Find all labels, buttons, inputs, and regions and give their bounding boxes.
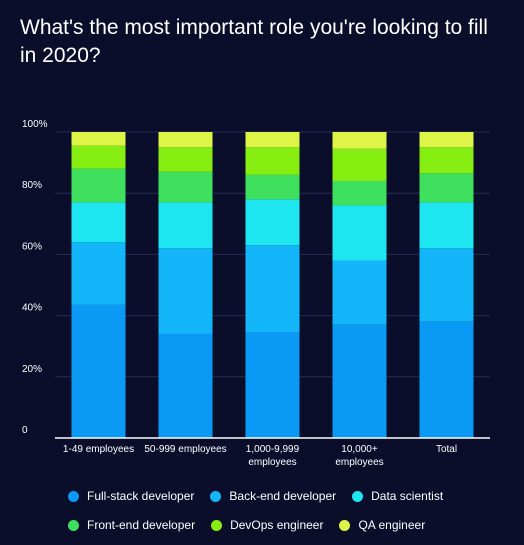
- bar-segment: [71, 132, 126, 146]
- axes: 0 20% 40% 60% 80% 100% 1-49 employees 50-999 em…: [22, 119, 490, 468]
- legend-label: Front-end developer: [87, 518, 196, 532]
- legend-item: Full-stack developer: [68, 489, 194, 503]
- bar-segment: [158, 248, 213, 334]
- x-tick-label: 10,000+ employees: [335, 444, 383, 468]
- legend-label: Full-stack developer: [87, 489, 195, 503]
- bar-segment: [332, 260, 387, 325]
- stacked-bar-chart: 0 20% 40% 60% 80% 100% 1-49 employees 50-999 em…: [22, 119, 490, 468]
- legend: Full-stack developer Back-end developer Da…: [68, 487, 488, 545]
- bar-segment: [245, 132, 300, 148]
- y-tick-label: 20%: [22, 364, 42, 375]
- bar-segment: [245, 332, 300, 438]
- legend-label: DevOps engineer: [230, 518, 324, 532]
- bar-segment: [245, 199, 300, 246]
- legend-item: Front-end developer: [68, 518, 195, 532]
- bar-segment: [158, 333, 213, 438]
- bar-segment: [419, 173, 474, 203]
- bar-segment: [332, 205, 387, 261]
- legend-swatch: [68, 519, 79, 531]
- y-tick-label: 60%: [22, 241, 42, 252]
- bar-segment: [71, 168, 126, 203]
- legend-swatch: [68, 490, 79, 502]
- bar-segment: [71, 304, 126, 438]
- bar-segment: [158, 147, 213, 172]
- bar-segment: [71, 145, 126, 169]
- bar-segment: [158, 171, 213, 203]
- bar-segment: [332, 132, 387, 149]
- legend-swatch: [211, 519, 223, 531]
- bars: [71, 132, 474, 438]
- chart-title: What's the most important role you're lo…: [20, 16, 488, 67]
- bar-segment: [158, 132, 213, 148]
- x-tick-label: 50-999 employees: [144, 444, 226, 455]
- x-tick-label: 1,000-9,999 employees: [246, 444, 300, 468]
- bar-segment: [419, 147, 474, 174]
- bar-segment: [332, 148, 387, 181]
- legend-swatch: [352, 490, 364, 502]
- legend-item: QA engineer: [339, 518, 425, 532]
- y-tick-label: 100%: [22, 119, 48, 130]
- legend-row: Front-end developer DevOps engineer QA eng…: [68, 516, 488, 534]
- bar-segment: [158, 202, 213, 249]
- bar-segment: [419, 202, 474, 249]
- legend-label: Data scientist: [371, 489, 444, 503]
- bar-segment: [332, 180, 387, 206]
- x-tick-label: 1-49 employees: [63, 444, 134, 455]
- bar-segment: [71, 202, 126, 243]
- bar-segment: [419, 248, 474, 322]
- legend-swatch: [210, 490, 222, 502]
- legend-item: DevOps engineer: [211, 518, 323, 532]
- bar-segment: [419, 321, 474, 438]
- legend-label: Back-end developer: [229, 489, 337, 503]
- legend-label: QA engineer: [358, 518, 426, 532]
- y-tick-label: 40%: [22, 303, 42, 314]
- bar-segment: [419, 132, 474, 148]
- bar-segment: [71, 242, 126, 305]
- legend-row: Full-stack developer Back-end developer Da…: [68, 487, 488, 505]
- y-tick-label: 0: [22, 425, 28, 436]
- bar-segment: [332, 324, 387, 438]
- legend-item: Back-end developer: [210, 489, 336, 503]
- x-tick-label: Total: [436, 444, 457, 455]
- legend-swatch: [339, 519, 351, 531]
- bar-segment: [245, 147, 300, 175]
- bar-segment: [245, 245, 300, 333]
- bar-segment: [245, 174, 300, 200]
- y-tick-label: 80%: [22, 180, 42, 191]
- legend-item: Data scientist: [352, 489, 443, 503]
